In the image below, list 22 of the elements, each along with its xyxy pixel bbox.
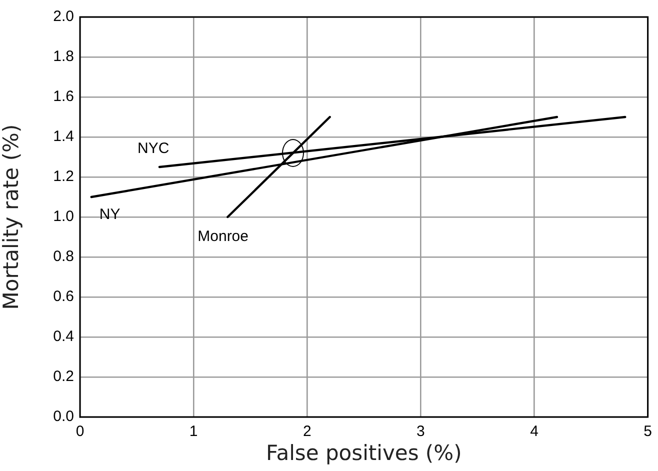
x-tick-label: 1 xyxy=(189,423,198,440)
y-tick-label: 0.4 xyxy=(53,328,74,346)
y-tick-label: 1.6 xyxy=(53,88,74,106)
x-tick-label: 5 xyxy=(644,423,652,440)
y-tick-label: 0.2 xyxy=(53,368,74,386)
y-tick-label: 1.0 xyxy=(53,208,74,226)
y-tick-label: 1.8 xyxy=(53,48,74,66)
y-tick-label: 0.8 xyxy=(53,248,74,266)
y-tick-label: 1.2 xyxy=(53,168,74,186)
x-tick-label: 4 xyxy=(530,423,538,440)
x-axis-title: False positives (%) xyxy=(266,440,462,465)
y-axis-title: Mortality rate (%) xyxy=(0,124,24,310)
y-tick-label: 1.4 xyxy=(53,128,74,146)
series-label: NY xyxy=(99,206,120,224)
x-tick-label: 2 xyxy=(302,423,312,440)
y-tick-label: 0.6 xyxy=(53,288,74,306)
series-label: Monroe xyxy=(198,228,248,246)
y-tick-label: 2.0 xyxy=(53,8,74,26)
series-label: NYC xyxy=(137,140,170,158)
x-tick-label: 3 xyxy=(416,423,425,440)
x-tick-label: 0 xyxy=(76,423,84,440)
y-tick-label: 0.0 xyxy=(53,408,74,426)
